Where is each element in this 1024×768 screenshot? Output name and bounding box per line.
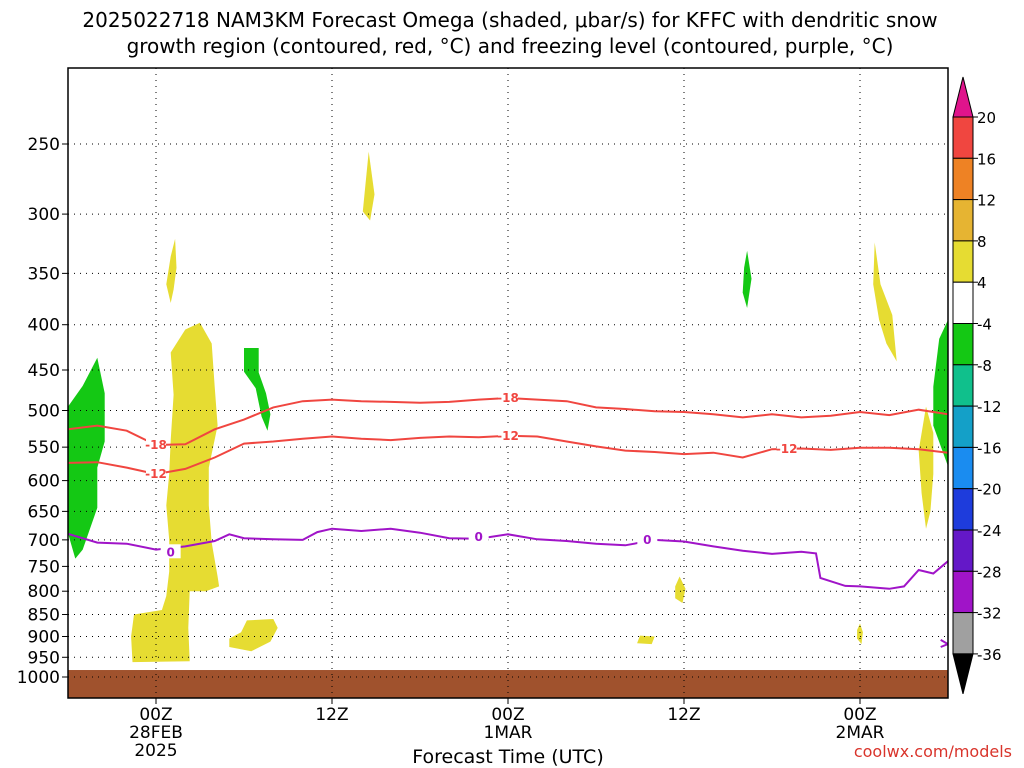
x-tick-label-0-1: 28FEB [129,723,183,743]
y-tick-label-900: 900 [28,627,60,647]
contour-line-3 [940,639,948,648]
omega-region-9 [873,242,897,362]
contour-label-bg-2-1 [468,529,489,544]
plot-fill-layer [68,151,948,698]
x-tick-label-48-0: 00Z [843,705,876,725]
y-tick-label-550: 550 [28,438,60,458]
y-axis: 2503003504004505005506006507007508008509… [17,135,68,688]
colorbar-label-9: -20 [977,481,1002,499]
y-tick-label-800: 800 [28,582,60,602]
colorbar-bin--8_-4 [952,323,974,366]
y-tick-label-750: 750 [28,557,60,577]
x-tick-label-48-1: 2MAR [836,723,885,743]
y-tick-label-350: 350 [28,264,60,284]
colorbar-label-7: -12 [977,398,1002,416]
omega-region-11 [857,623,863,645]
omega-region-12 [933,319,948,467]
x-tick-label-36-0: 12Z [667,705,700,725]
x-axis-label: Forecast Time (UTC) [412,746,603,768]
colorbar-bin--24_-20 [952,488,974,531]
colorbar-bin--16_-12 [952,405,974,448]
x-tick-label-24-0: 00Z [491,705,524,725]
y-tick-label-650: 650 [28,502,60,522]
x-tick-label-0-2: 2025 [134,741,177,761]
y-tick-label-600: 600 [28,472,60,492]
colorbar-bottom-arrow [952,653,974,695]
chart-title-line1: 2025022718 NAM3KM Forecast Omega (shaded… [82,8,937,32]
omega-region-10 [918,406,934,529]
y-tick-label-300: 300 [28,205,60,225]
omega-region-7 [675,576,686,603]
omega-region-4 [229,619,278,652]
y-tick-label-250: 250 [28,135,60,155]
colorbar-bin-16_20 [952,116,974,159]
colorbar-label-13: -36 [977,646,1002,664]
contour-layer: -18 -18 -12 -12 -12 0 0 0 [68,389,948,648]
contour-label-bg-1-2 [776,441,797,456]
contour-label-2-0: 0 [166,545,174,559]
y-tick-label-450: 450 [28,361,60,381]
omega-region-3 [244,348,271,431]
y-tick-label-850: 850 [28,606,60,626]
contour-label-1-1: -12 [497,429,519,443]
credit-text: coolwx.com/models [854,742,1012,761]
chart-title-line2: growth region (contoured, red, °C) and f… [127,34,894,58]
colorbar-bin--36_-32 [952,612,974,655]
y-tick-label-950: 950 [28,648,60,668]
contour-line-2 [68,527,948,590]
x-tick-label-24-1: 1MAR [484,723,533,743]
contour-label-1-2: -12 [776,442,798,456]
omega-region-0 [68,357,105,559]
colorbar-label-4: 4 [977,274,987,292]
colorbar-bin--4_4 [952,281,974,325]
colorbar-bin--32_-28 [952,570,974,614]
y-tick-label-700: 700 [28,531,60,551]
colorbar-bin--20_-16 [952,446,974,490]
colorbar-label-11: -28 [977,563,1002,581]
colorbar-label-8: -16 [977,439,1002,457]
omega-region-1 [131,322,220,663]
contour-label-2-2: 0 [643,533,651,547]
contour-label-0-0: -18 [145,438,167,452]
omega-region-6 [637,635,655,645]
y-tick-label-400: 400 [28,316,60,336]
omega-region-2 [166,238,177,303]
colorbar-label-2: 12 [977,192,996,210]
x-tick-label-0-0: 00Z [139,705,172,725]
colorbar: 20 16 12 8 4 -4 -8 -12 -16 -20 -24 -28 -32 -36 [952,76,1002,695]
colorbar-label-3: 8 [977,233,987,251]
colorbar-top-arrow [952,76,974,118]
colorbar-bin-4_8 [952,240,974,283]
colorbar-label-10: -24 [977,522,1002,540]
contour-label-1-0: -12 [145,467,167,481]
contour-label-bg-2-0 [160,544,181,559]
contour-label-2-1: 0 [474,530,482,544]
contour-label-bg-1-1 [498,427,518,442]
colorbar-label-0: 20 [977,109,996,127]
colorbar-label-1: 16 [977,150,996,168]
colorbar-label-6: -8 [977,357,992,375]
contour-label-bg-1-0 [146,466,166,481]
colorbar-label-12: -32 [977,605,1002,623]
contour-label-bg-0-0 [146,437,166,452]
colorbar-label-5: -4 [977,316,992,334]
contour-label-bg-0-1 [498,389,518,404]
colorbar-bin-8_12 [952,199,974,242]
colorbar-bin-12_16 [952,157,974,201]
x-tick-label-12-0: 12Z [315,705,348,725]
omega-region-5 [362,151,375,221]
contour-label-0-1: -18 [497,391,519,405]
colorbar-bin--12_-8 [952,364,974,407]
y-tick-label-500: 500 [28,402,60,422]
omega-region-8 [742,250,752,308]
colorbar-bin--28_-24 [952,529,974,572]
y-tick-label-1000: 1000 [17,668,60,688]
contour-label-bg-2-2 [637,531,658,546]
